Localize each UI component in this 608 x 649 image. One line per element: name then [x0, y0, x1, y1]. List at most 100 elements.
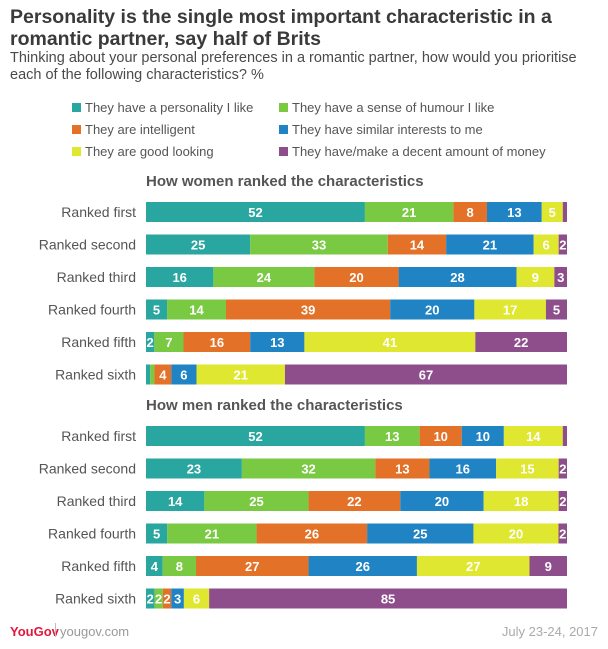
- bar-segment: [562, 202, 567, 222]
- data-label: 2: [559, 238, 566, 253]
- data-label: 21: [205, 527, 219, 542]
- panel-title: How women ranked the characteristics: [146, 173, 424, 190]
- row-label: Ranked third: [57, 493, 136, 509]
- bar-segment: [150, 364, 155, 385]
- data-label: 2: [163, 592, 170, 607]
- data-label: 9: [532, 270, 539, 285]
- bar-segment: [146, 234, 251, 255]
- bar-segment: [554, 267, 567, 287]
- footer-divider: [55, 623, 56, 637]
- bar-segment: [483, 491, 559, 511]
- bar-segment: [146, 491, 205, 511]
- data-label: 13: [270, 335, 284, 350]
- row-label: Ranked sixth: [55, 367, 136, 383]
- footer-date: July 23-24, 2017: [501, 624, 598, 639]
- bar-segment: [387, 234, 447, 255]
- bar-segment: [162, 556, 197, 576]
- data-label: 6: [543, 238, 550, 253]
- chart-subtitle: Thinking about your personal preferences…: [10, 50, 577, 83]
- data-label: 2: [559, 462, 566, 477]
- data-label: 33: [312, 238, 326, 253]
- bar-segment: [209, 588, 567, 609]
- data-label: 5: [553, 303, 560, 318]
- bar-segment: [364, 202, 454, 222]
- data-label: 6: [193, 592, 200, 607]
- data-label: 21: [233, 368, 247, 383]
- data-label: 26: [356, 559, 370, 574]
- bar-segment: [475, 332, 567, 352]
- bar-segment: [241, 458, 376, 479]
- data-label: 2: [559, 527, 566, 542]
- bar-segment: [558, 458, 567, 479]
- bar-segment: [558, 234, 567, 255]
- bar-segment: [516, 267, 555, 287]
- bar-segment: [416, 556, 530, 576]
- data-label: 3: [557, 270, 564, 285]
- row-label: Ranked sixth: [55, 591, 136, 607]
- bar-segment: [529, 556, 567, 576]
- data-label: 13: [507, 205, 521, 220]
- bar-segment: [146, 523, 168, 544]
- bar-segment: [284, 364, 567, 385]
- data-label: 23: [187, 462, 201, 477]
- bar-segment: [183, 588, 210, 609]
- data-label: 13: [385, 429, 399, 444]
- data-label: 5: [549, 205, 556, 220]
- data-label: 20: [509, 527, 523, 542]
- bar-segment: [250, 332, 305, 352]
- bar-segment: [545, 299, 567, 320]
- data-label: 4: [151, 559, 159, 574]
- row-label: Ranked first: [61, 428, 136, 444]
- bar-segment: [375, 458, 430, 479]
- data-label: 25: [191, 238, 205, 253]
- bar-segment: [154, 364, 172, 385]
- data-label: 5: [153, 303, 160, 318]
- bar-segment: [146, 299, 168, 320]
- data-label: 21: [483, 238, 497, 253]
- bar-segment: [558, 491, 567, 511]
- row-label: Ranked third: [57, 269, 136, 285]
- row-label: Ranked second: [39, 237, 136, 253]
- bar-segment: [308, 491, 401, 511]
- bar-segment: [146, 332, 155, 352]
- bar-segment: [562, 426, 567, 446]
- chart-title: Personality is the single most important…: [10, 6, 552, 50]
- bar-segment: [446, 234, 534, 255]
- data-label: 2: [147, 592, 154, 607]
- data-label: 22: [347, 494, 361, 509]
- bar-segment: [146, 556, 163, 576]
- data-label: 3: [174, 592, 181, 607]
- bar-segment: [154, 332, 184, 352]
- data-label: 20: [425, 303, 439, 318]
- data-label: 16: [456, 462, 470, 477]
- bar-segment: [256, 523, 368, 544]
- bar-segment: [496, 458, 559, 479]
- bar-segment: [533, 234, 559, 255]
- data-label: 8: [467, 205, 474, 220]
- data-label: 15: [520, 462, 534, 477]
- bar-segment: [167, 299, 226, 320]
- bar-segment: [390, 299, 475, 320]
- data-label: 20: [435, 494, 449, 509]
- bar-segment: [204, 491, 309, 511]
- bar-segment: [171, 588, 184, 609]
- data-label: 52: [248, 205, 262, 220]
- bar-segment: [364, 426, 420, 446]
- bar-segment: [429, 458, 497, 479]
- data-label: 28: [450, 270, 464, 285]
- data-label: 10: [433, 429, 447, 444]
- bar-segment: [146, 267, 214, 287]
- data-label: 13: [395, 462, 409, 477]
- data-label: 2: [147, 335, 154, 350]
- bar-segment: [558, 523, 567, 544]
- data-label: 21: [402, 205, 416, 220]
- data-label: 5: [153, 527, 160, 542]
- bar-segment: [225, 299, 391, 320]
- data-label: 26: [305, 527, 319, 542]
- bar-segment: [167, 523, 257, 544]
- data-label: 6: [180, 368, 187, 383]
- bar-segment: [400, 491, 484, 511]
- data-label: 32: [301, 462, 315, 477]
- footer-url: yougov.com: [60, 624, 130, 639]
- panel-title: How men ranked the characteristics: [146, 397, 403, 414]
